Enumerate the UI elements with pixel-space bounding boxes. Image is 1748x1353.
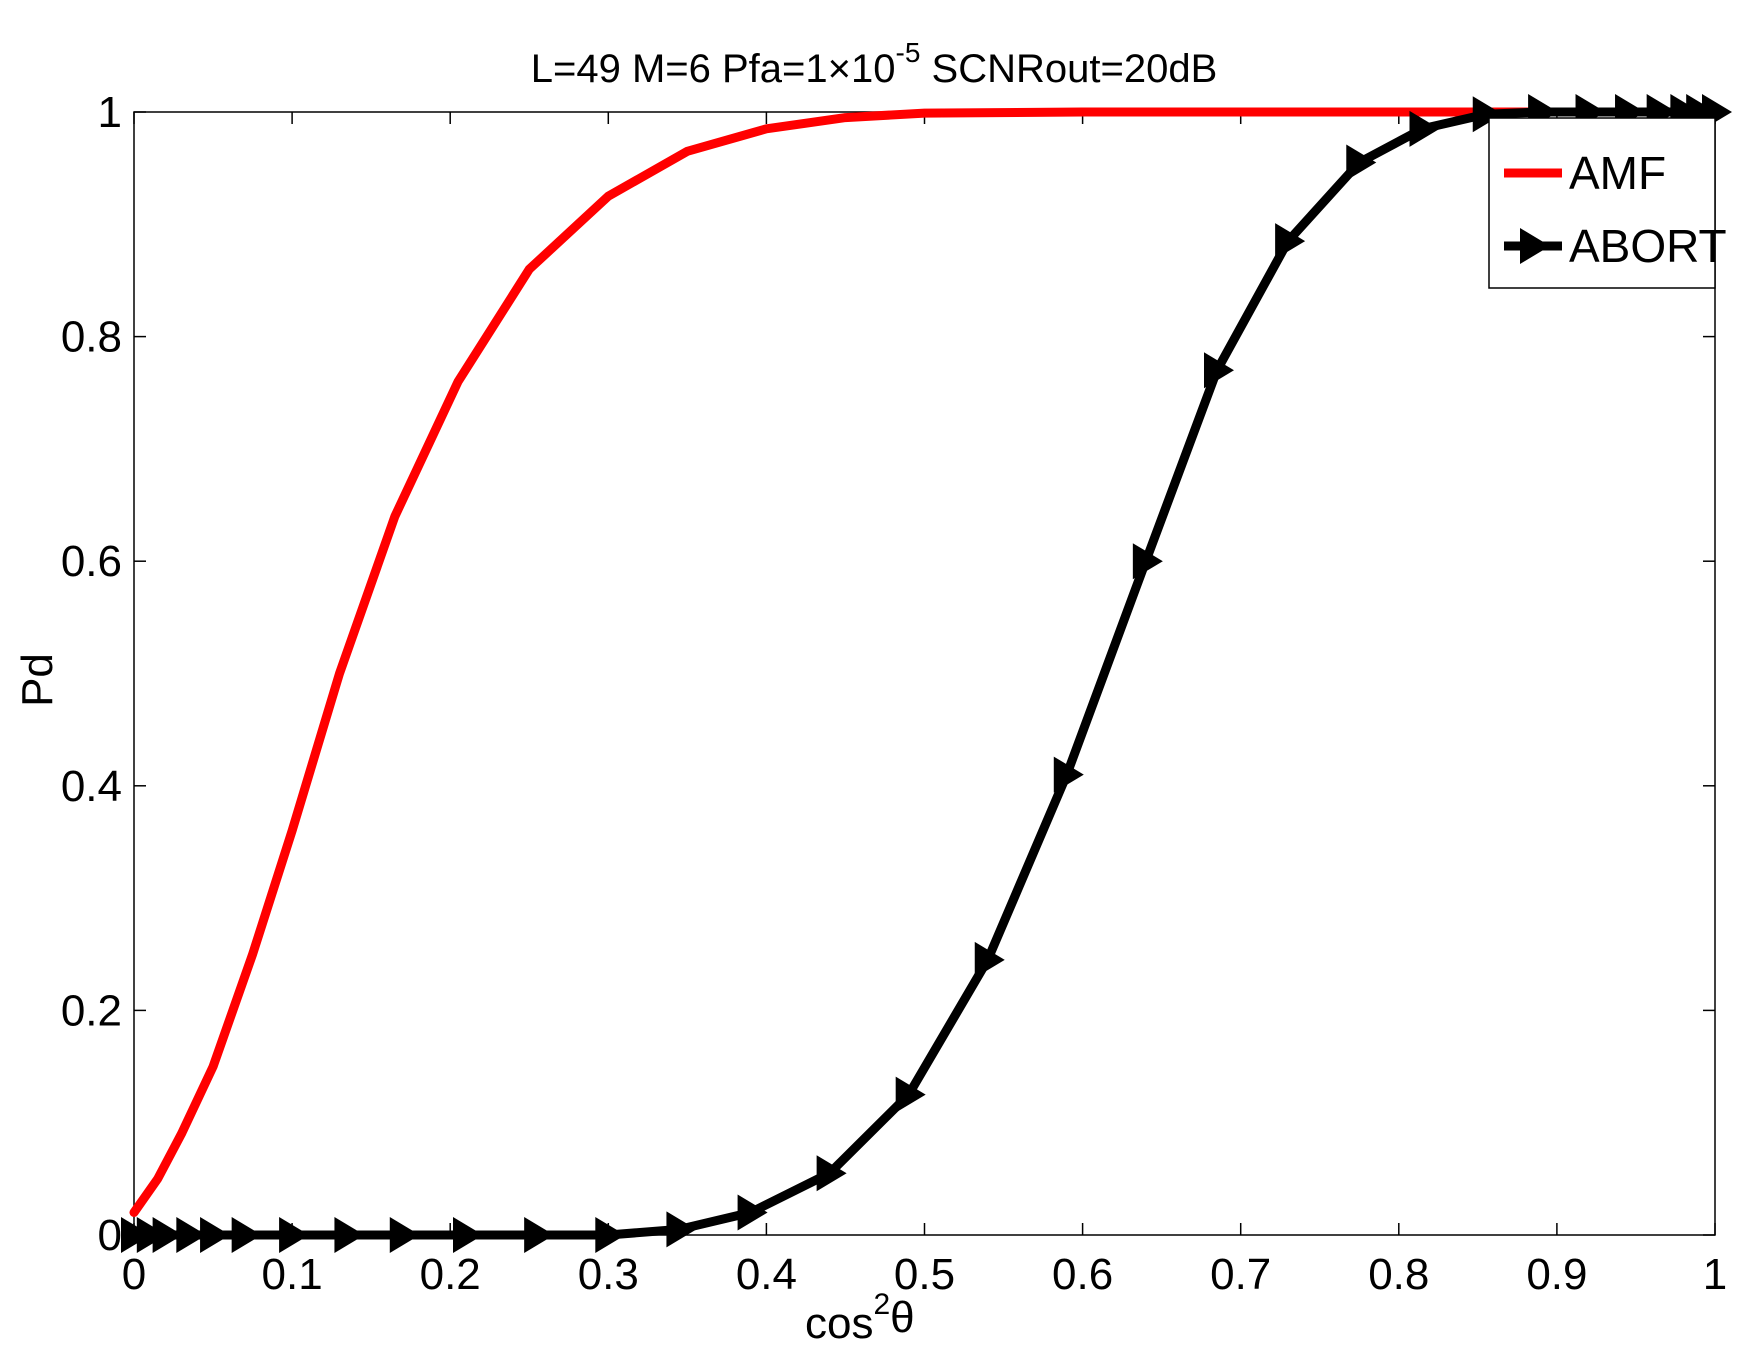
x-tick-label: 0 <box>122 1250 146 1299</box>
series-point-abort <box>974 941 1005 978</box>
chart-title-sup: -5 <box>896 37 921 68</box>
x-tick-label: 0.6 <box>1052 1250 1113 1299</box>
series-point-abort <box>524 1217 555 1253</box>
x-tick-label: 0.2 <box>420 1250 481 1299</box>
series-point-abort <box>1275 223 1306 260</box>
x-tick-label: 0.3 <box>578 1250 639 1299</box>
series-point-abort <box>389 1217 420 1253</box>
x-tick-label: 0.8 <box>1368 1250 1429 1299</box>
series-point-abort <box>1346 144 1377 181</box>
series-point-abort <box>334 1217 365 1253</box>
chart-title-tail: SCNRout=20dB <box>920 47 1217 91</box>
chart-title-base: L=49 M=6 Pfa=1×10 <box>531 47 896 91</box>
x-axis-label-base: cos <box>805 1299 873 1348</box>
series-point-abort <box>1203 352 1234 389</box>
x-tick-label: 0.9 <box>1526 1250 1587 1299</box>
series-point-abort <box>136 1217 167 1253</box>
chart-title: L=49 M=6 Pfa=1×10-5 SCNRout=20dB <box>531 37 1218 91</box>
series-point-abort <box>1472 96 1503 133</box>
legend-label-abort: ABORT <box>1569 220 1727 272</box>
y-tick-label: 0.4 <box>61 762 122 811</box>
x-tick-label: 0.7 <box>1210 1250 1271 1299</box>
y-tick-label: 0.6 <box>61 537 122 586</box>
y-tick-label: 0.8 <box>61 313 122 362</box>
y-axis-label: Pd <box>13 653 62 707</box>
y-tick-label: 1 <box>98 88 122 137</box>
series-point-abort <box>176 1217 207 1253</box>
y-axis: 0 0.2 0.4 0.6 0.8 1 <box>61 88 1715 1260</box>
series-point-abort <box>595 1217 626 1253</box>
x-tick-label: 0.5 <box>894 1250 955 1299</box>
x-tick-label: 0.1 <box>262 1250 323 1299</box>
x-axis-label: cos2θ <box>805 1288 915 1348</box>
series-point-abort <box>152 1217 183 1253</box>
series-point-abort <box>231 1217 262 1253</box>
series-point-abort <box>1409 110 1440 147</box>
series-point-abort <box>279 1217 310 1253</box>
x-axis-label-tail: θ <box>890 1293 914 1342</box>
series-line-amf <box>129 107 1720 1217</box>
x-tick-label: 0.4 <box>736 1250 797 1299</box>
x-axis: 0 0.1 0.2 0.3 0.4 0.5 0.6 0.7 0.8 0.9 1 <box>122 112 1727 1299</box>
x-tick-label: 1 <box>1703 1250 1727 1299</box>
legend: AMF ABORT <box>1488 117 1727 289</box>
series-point-abort <box>737 1194 768 1231</box>
series-point-abort <box>1053 756 1084 793</box>
y-tick-label: 0.2 <box>61 986 122 1035</box>
series-amf <box>129 107 1720 1217</box>
y-tick-label: 0 <box>98 1211 122 1260</box>
legend-marker-abort <box>1520 228 1550 264</box>
x-axis-label-sup: 2 <box>873 1288 890 1321</box>
series-point-abort <box>816 1155 847 1192</box>
series-point-abort <box>453 1217 484 1253</box>
series-point-abort <box>895 1076 926 1113</box>
legend-label-amf: AMF <box>1569 147 1666 199</box>
series-point-abort <box>200 1217 231 1253</box>
series-point-abort <box>1132 543 1163 580</box>
series-point-abort <box>121 1217 151 1253</box>
series-point-abort <box>666 1211 697 1248</box>
